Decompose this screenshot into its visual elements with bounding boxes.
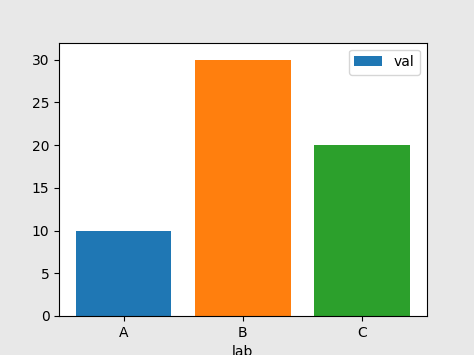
Bar	[314, 145, 410, 316]
Bar	[195, 60, 291, 316]
Bar	[76, 230, 172, 316]
X-axis label: lab: lab	[232, 345, 254, 355]
Legend: val: val	[349, 50, 419, 75]
